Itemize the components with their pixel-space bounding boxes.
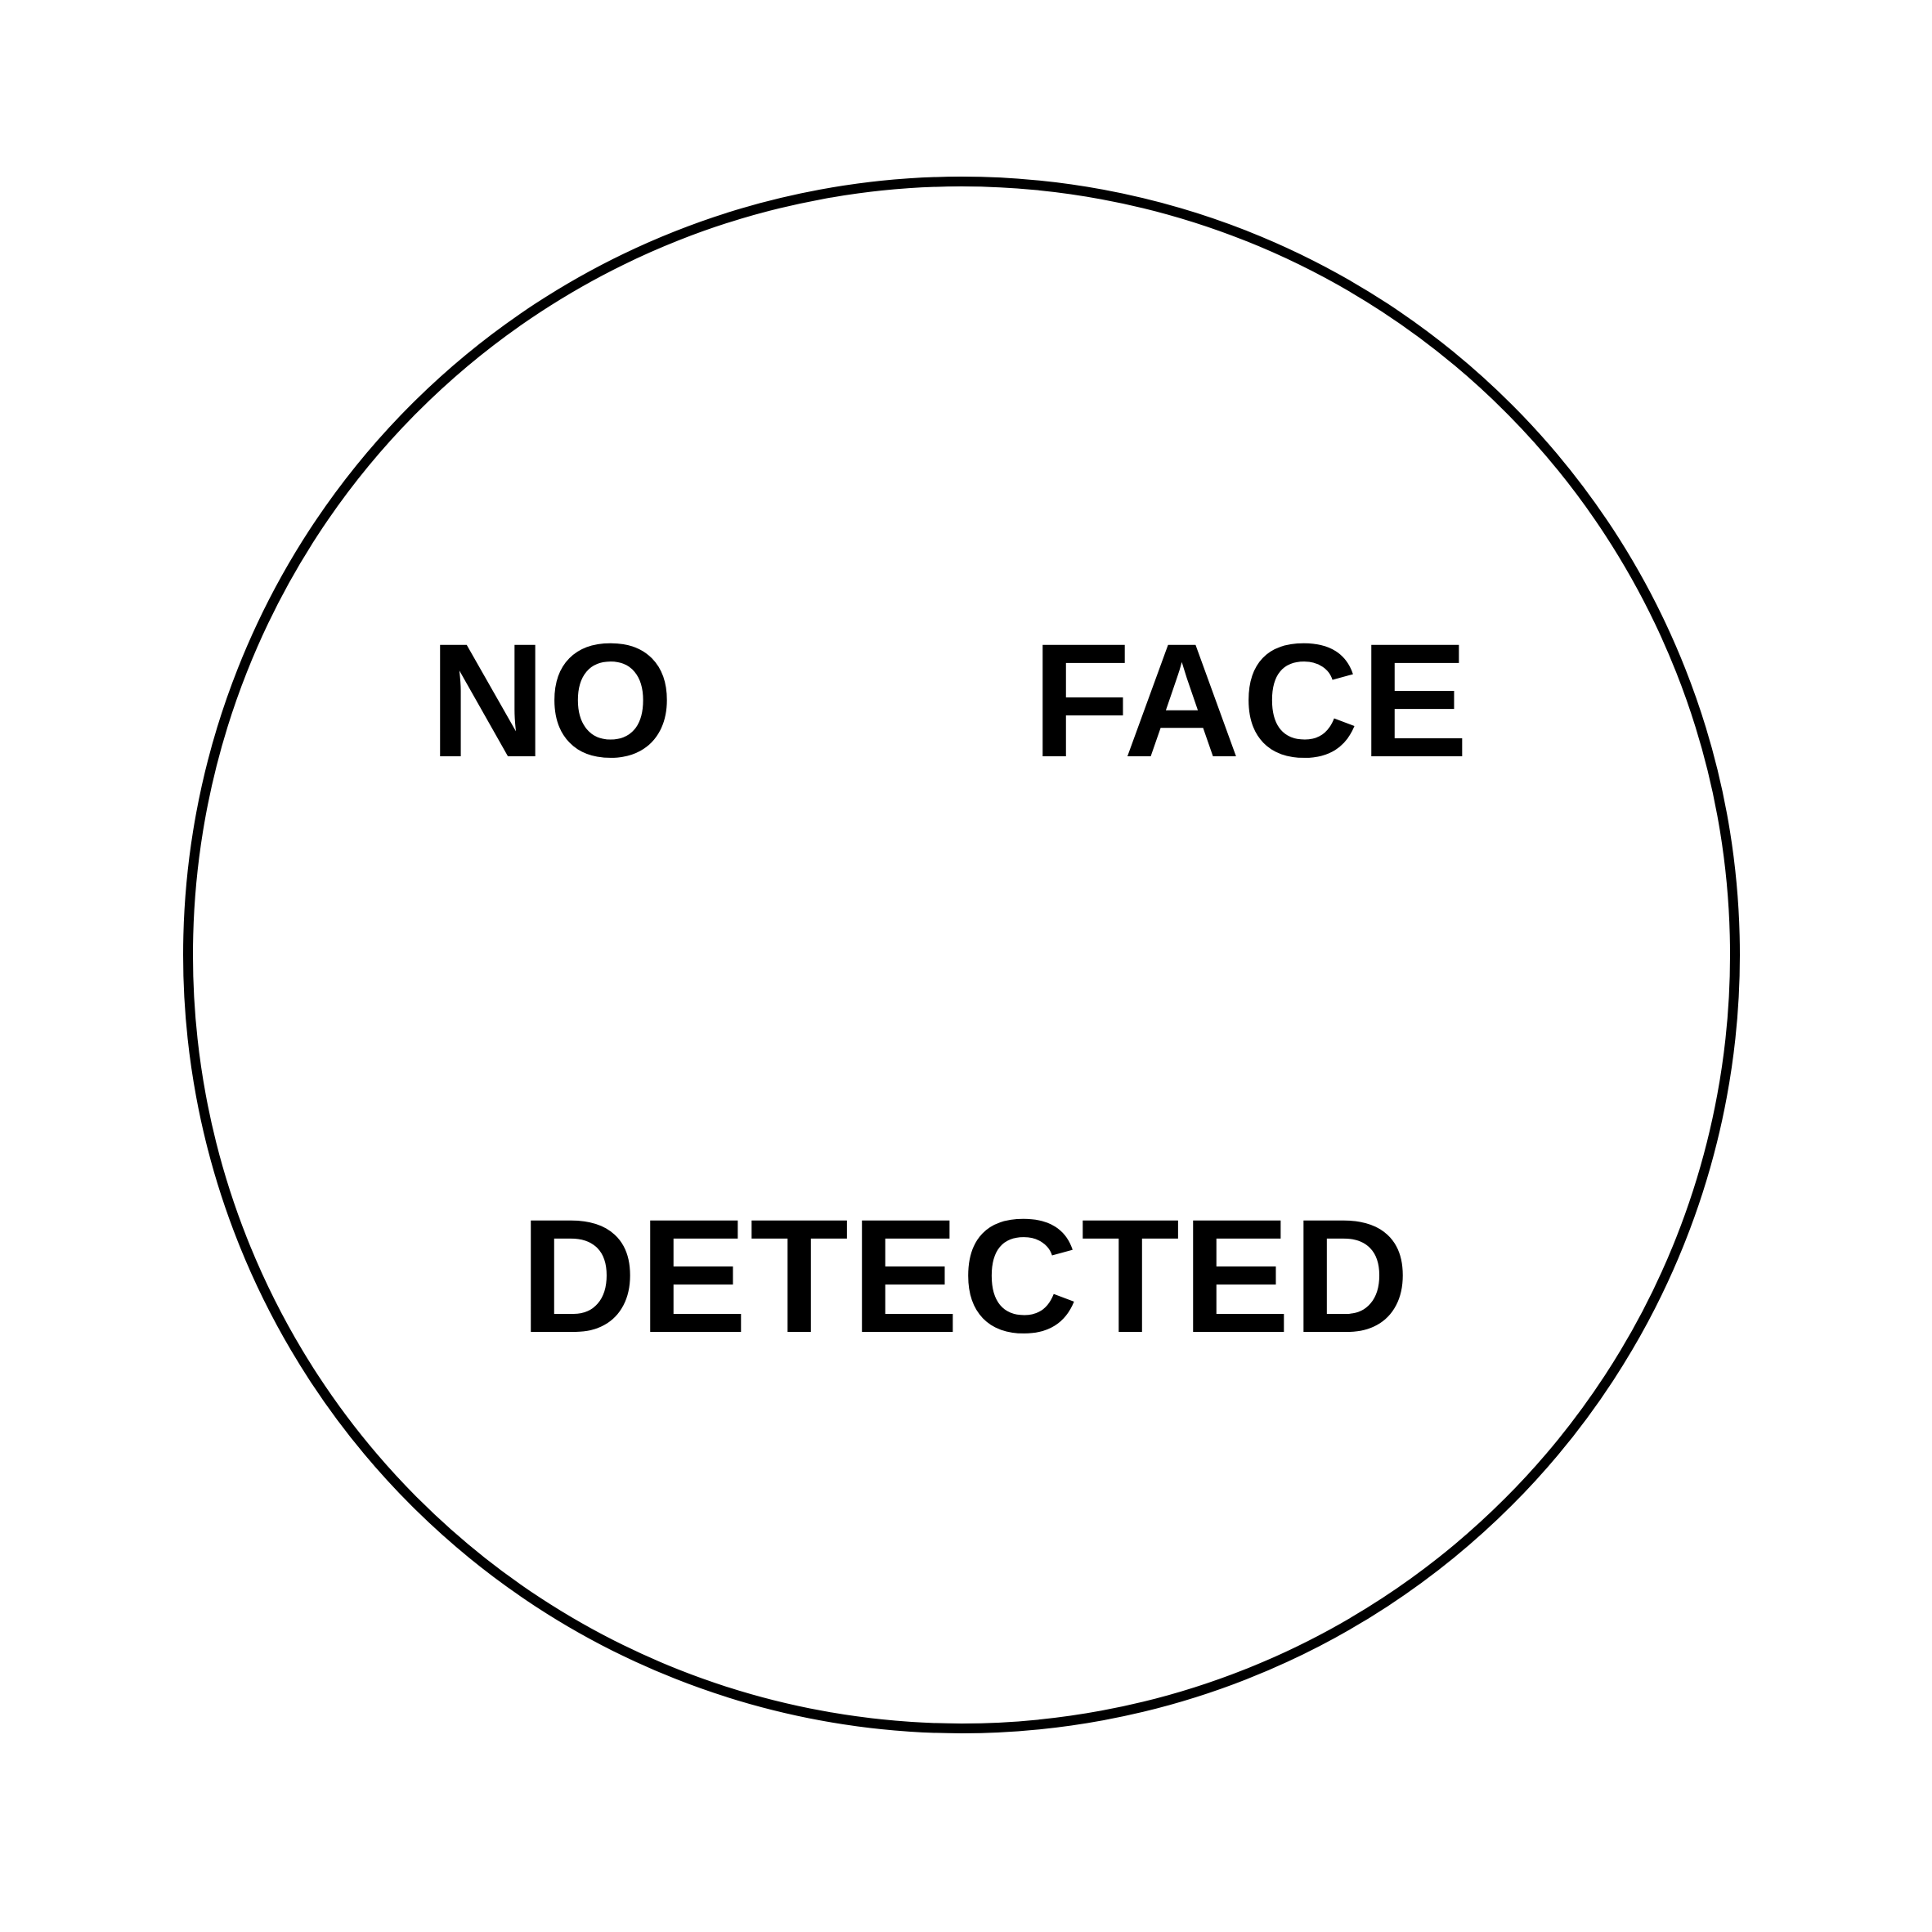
status-text-no: NO — [429, 610, 675, 791]
status-text-detected: DETECTED — [520, 1186, 1413, 1366]
status-text-face: FACE — [1032, 610, 1471, 791]
